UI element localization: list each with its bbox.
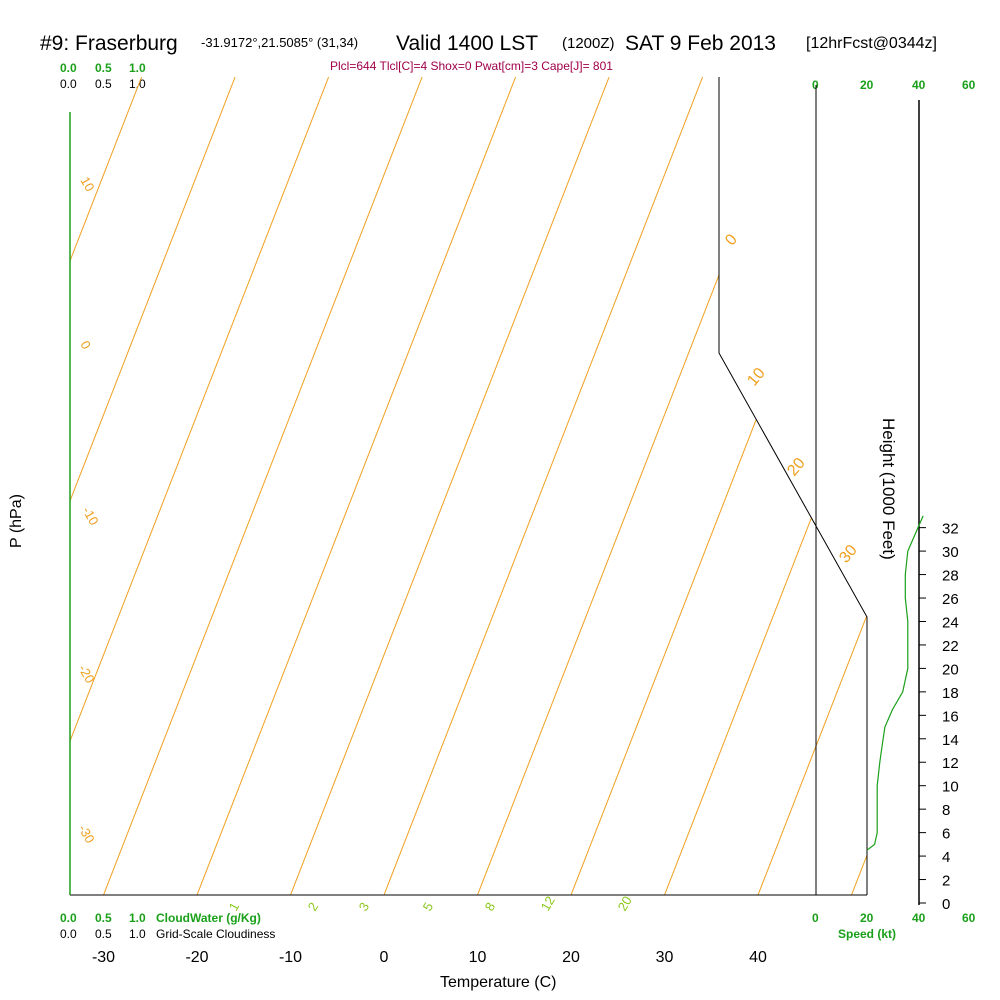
y-axis-label: P (hPa)	[8, 494, 25, 548]
mixing-ratio-label: 8	[482, 900, 499, 914]
height-tick-label: 6	[942, 826, 950, 843]
isotherm-left-label: -30	[75, 822, 97, 846]
isotherm-line	[477, 77, 797, 895]
cloudiness-tick: 0.5	[95, 927, 112, 941]
cloudiness-tick: 0.0	[60, 927, 77, 941]
speed-tick: 20	[860, 78, 874, 92]
cloudiness-label: Grid-Scale Cloudiness	[156, 927, 275, 941]
speed-scale-bottom: 0 20 40 60 Speed (kt)	[812, 911, 976, 941]
cloudwater-tick: 0.0	[60, 61, 77, 75]
height-tick-label: 0	[942, 896, 950, 913]
height-tick-label: 24	[942, 614, 959, 631]
height-tick-label: 18	[942, 685, 959, 702]
speed-tick: 60	[962, 78, 976, 92]
height-tick-label: 10	[942, 779, 959, 796]
mixing-ratio-label: 3	[356, 900, 373, 914]
height-tick-label: 16	[942, 708, 959, 725]
mixing-ratio-label: 12	[538, 893, 558, 913]
cloudiness-tick: 0.0	[60, 77, 77, 91]
isotherm-line	[70, 77, 330, 895]
height-tick-label: 4	[942, 849, 950, 866]
isotherm-label: 10	[744, 365, 769, 390]
height-tick-label: 22	[942, 638, 959, 655]
speed-tick: 40	[912, 911, 926, 925]
x-tick-label: 20	[562, 949, 580, 966]
cloudiness-tick: 1.0	[129, 77, 146, 91]
x-tick-label: 0	[380, 949, 389, 966]
height-tick-label: 14	[942, 732, 959, 749]
bottom-cloud-scale: 0.0 0.5 1.0 CloudWater (g/Kg) 0.0 0.5 1.…	[60, 911, 275, 941]
isotherm-line	[0, 77, 48, 895]
mixing-ratio-label: 20	[615, 893, 635, 913]
speed-tick: 60	[962, 911, 976, 925]
mixing-ratio-label: 5	[420, 900, 437, 914]
cloudwater-tick: 1.0	[129, 61, 146, 75]
x-tick-label: 10	[469, 949, 487, 966]
isotherm-label: 30	[836, 542, 861, 567]
isotherm-line	[290, 77, 610, 895]
grid-lines	[0, 77, 1000, 895]
isotherm-line	[851, 77, 867, 895]
axis-ticks: -30-20-100102030402503004005007008501000…	[92, 521, 959, 966]
x-tick-label: -10	[279, 949, 302, 966]
mixing-ratio-label: 2	[305, 900, 322, 914]
top-cloud-scale: 0.0 0.5 1.0 0.0 0.5 1.0	[60, 61, 146, 91]
isotherm-left-label: 0	[77, 338, 94, 352]
x-tick-label: 30	[656, 949, 674, 966]
cloudiness-tick: 0.5	[95, 77, 112, 91]
isotherm-line	[196, 77, 517, 895]
isotherm-label: 0	[722, 231, 741, 249]
isotherm-left-label: 10	[77, 174, 97, 194]
x-axis-label: Temperature (C)	[440, 974, 556, 991]
isotherm-line	[664, 77, 867, 895]
isotherm-line	[383, 77, 704, 895]
isotherm-line	[757, 77, 867, 895]
valid-time: Valid 1400 LST	[396, 32, 538, 55]
x-tick-label: -20	[185, 949, 208, 966]
isotherm-line	[70, 77, 236, 895]
cloudwater-label: CloudWater (g/Kg)	[156, 911, 261, 925]
isotherm-left-label: -20	[75, 662, 97, 686]
cloudwater-tick: 0.5	[95, 911, 112, 925]
isotherm-line	[570, 77, 867, 895]
isotherm-line	[945, 77, 1000, 895]
speed-label: Speed (kt)	[838, 927, 896, 941]
cloudwater-tick: 0.5	[95, 61, 112, 75]
x-tick-label: 40	[749, 949, 767, 966]
x-tick-label: -30	[92, 949, 115, 966]
station-coordinates: -31.9172°,21.5085° (31,34)	[201, 35, 358, 50]
height-tick-label: 20	[942, 661, 959, 678]
cloudwater-tick: 1.0	[129, 911, 146, 925]
height-tick-label: 2	[942, 873, 950, 890]
height-tick-label: 26	[942, 591, 959, 608]
stability-indices: Plcl=644 Tlcl[C]=4 Shox=0 Pwat[cm]=3 Cap…	[330, 59, 613, 73]
wind-speed-line	[866, 515, 924, 851]
station-title: #9: Fraserburg	[40, 32, 178, 55]
speed-scale-top: 0 20 40 60	[812, 78, 976, 92]
speed-tick: 20	[860, 911, 874, 925]
cloudiness-tick: 1.0	[129, 927, 146, 941]
cloudwater-tick: 0.0	[60, 911, 77, 925]
isotherm-left-label: -10	[79, 504, 101, 528]
speed-tick: 40	[912, 78, 926, 92]
height-tick-label: 30	[942, 544, 959, 561]
forecast-date: SAT 9 Feb 2013	[625, 32, 776, 55]
wind-speed-profile	[866, 515, 924, 851]
forecast-run: [12hrFcst@0344z]	[806, 35, 937, 52]
height-tick-label: 28	[942, 568, 959, 585]
height-tick-label: 8	[942, 802, 950, 819]
height-tick-label: 12	[942, 755, 959, 772]
isotherm-line	[103, 77, 423, 895]
height-tick-label: 32	[942, 521, 959, 538]
utc-time: (1200Z)	[562, 35, 615, 52]
right-boundary-line	[718, 77, 868, 895]
isotherm-line	[70, 77, 143, 895]
height-axis-label: Height (1000 Feet)	[879, 418, 898, 560]
speed-tick: 0	[812, 911, 819, 925]
